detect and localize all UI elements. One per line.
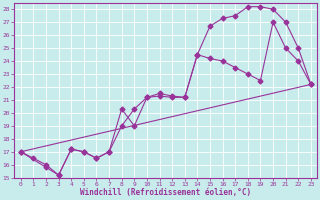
X-axis label: Windchill (Refroidissement éolien,°C): Windchill (Refroidissement éolien,°C) — [80, 188, 252, 197]
